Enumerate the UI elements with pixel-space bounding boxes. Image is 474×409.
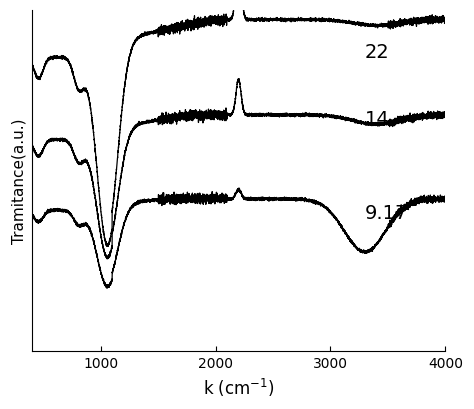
- Y-axis label: Tramitance(a.u.): Tramitance(a.u.): [11, 119, 26, 244]
- Text: 14: 14: [365, 110, 390, 128]
- Text: 9.17: 9.17: [365, 204, 408, 222]
- X-axis label: k (cm$^{-1}$): k (cm$^{-1}$): [203, 376, 274, 398]
- Text: 22: 22: [365, 43, 390, 62]
